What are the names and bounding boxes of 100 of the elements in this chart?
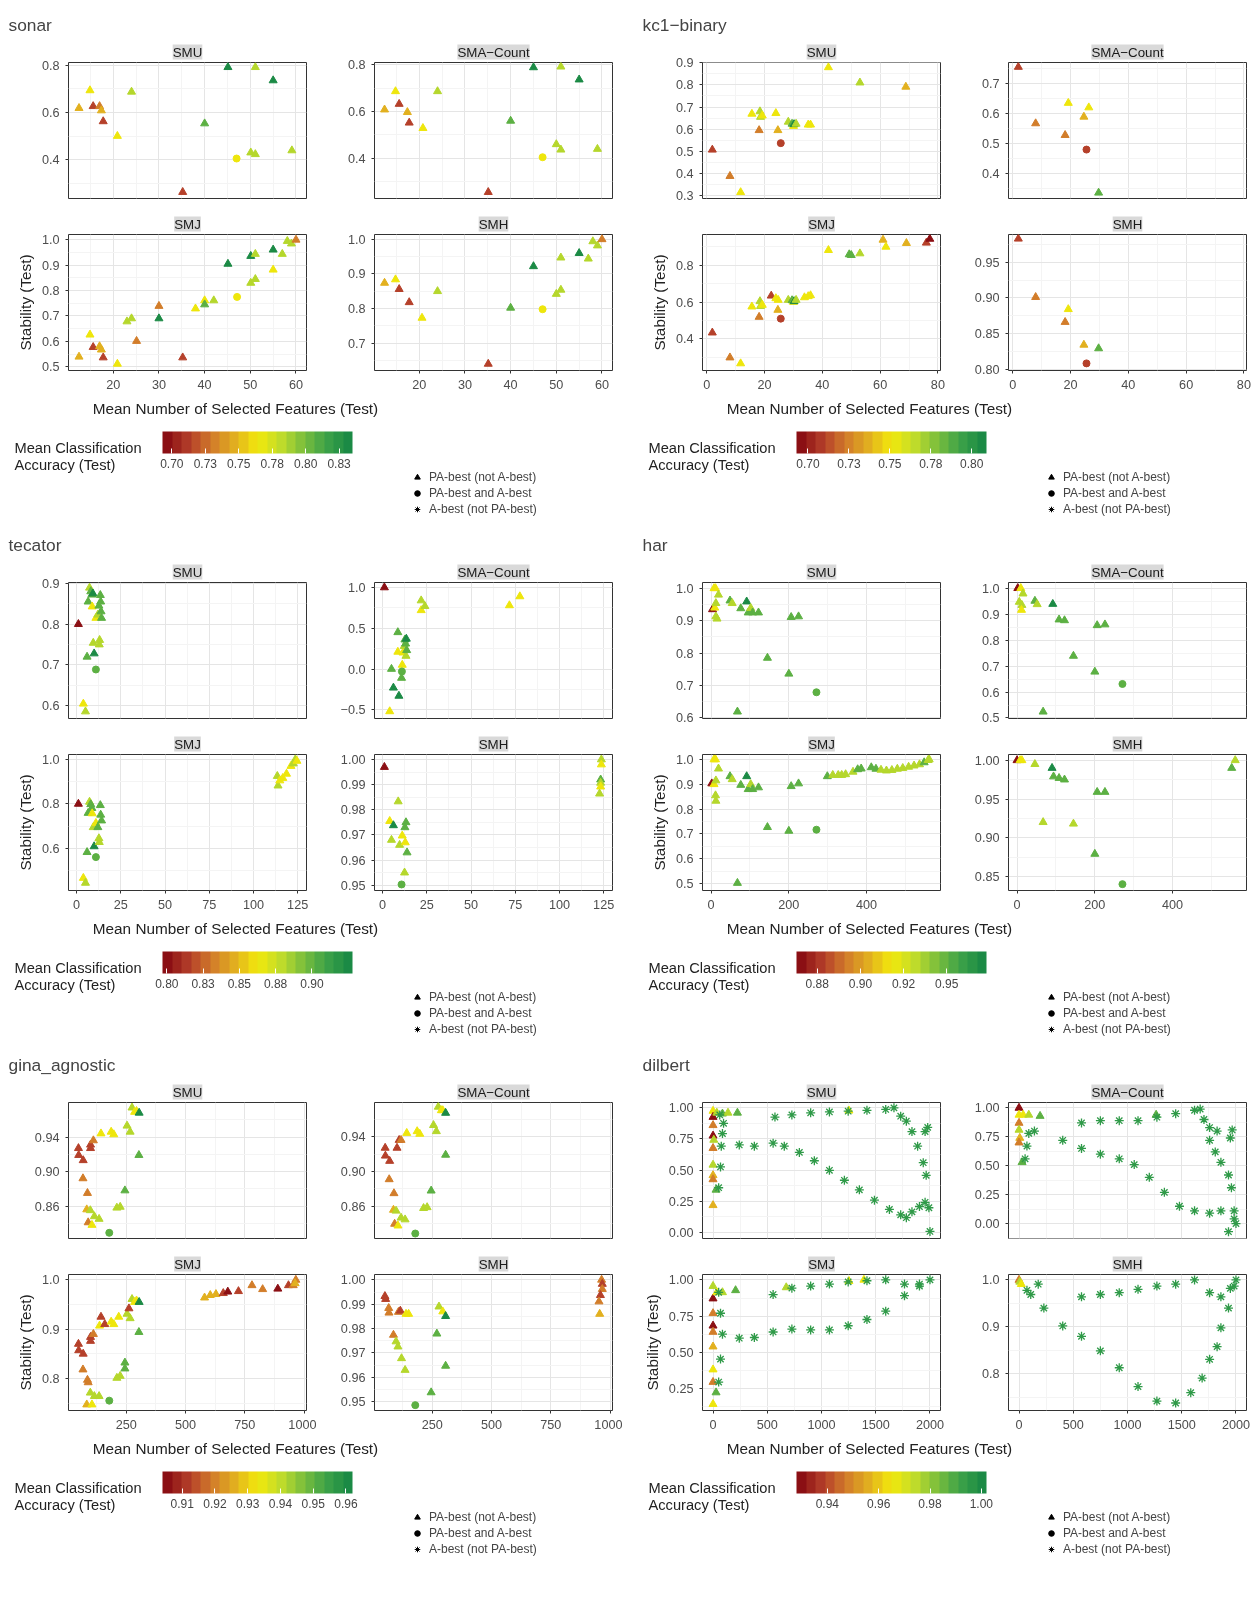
y-tick-label: 0.8 (41, 797, 60, 812)
y-axis-title: Stability (Test) (16, 1294, 34, 1391)
y-tick-label: 1.00 (974, 1101, 1000, 1116)
y-tick-label: 0.25 (974, 1188, 1000, 1203)
color-bar-label: 0.85 (227, 976, 252, 991)
color-bar-title: Mean Classification Accuracy (Test) (14, 959, 142, 994)
color-bar-label: 0.73 (193, 456, 218, 471)
chart-subtitle: SMJ (174, 1256, 201, 1272)
color-bar-title: Mean Classification Accuracy (Test) (648, 439, 776, 474)
y-tick-label: 0.7 (675, 827, 694, 842)
x-tick-label: 1500 (1167, 1417, 1196, 1432)
x-tick-label: 500 (175, 1417, 197, 1432)
color-bar-label: 0.88 (805, 976, 830, 991)
chart-subtitle: SMA−Count (457, 564, 530, 580)
x-tick-label: 0 (379, 897, 387, 912)
y-tick-label: 0.7 (981, 659, 1000, 674)
y-tick-label: 0.4 (41, 153, 60, 168)
legend-label: A-best (not PA-best) (429, 1542, 537, 1556)
legend-key: PA-best (not A-best) PA-best and A-best A-best (not PA-best) (1044, 396, 1244, 520)
chart-title: dilbert (642, 1054, 690, 1075)
x-axis-title: Mean Number of Selected Features (Test) (726, 920, 1013, 937)
x-tick-label: 20 (412, 377, 427, 392)
x-tick-label: 0 (709, 1417, 717, 1432)
y-axis-title: Stability (Test) (650, 774, 668, 871)
y-tick-label: 0.95 (340, 1395, 366, 1410)
x-tick-label: 50 (549, 377, 564, 392)
x-tick-label: 40 (1121, 377, 1136, 392)
x-tick-label: 25 (419, 897, 434, 912)
y-tick-label: 0.75 (668, 1132, 694, 1147)
y-tick-label: 0.85 (974, 326, 1000, 341)
chart-subtitle: SMH (1112, 1256, 1143, 1272)
y-tick-label: 1.00 (340, 753, 366, 768)
y-tick-label: 0.80 (974, 362, 1000, 377)
x-tick-label: 0 (707, 897, 715, 912)
y-tick-label: 0.6 (675, 852, 694, 867)
y-tick-label: 0.96 (340, 853, 366, 868)
x-tick-label: 60 (594, 377, 610, 392)
color-bar-label: 0.98 (918, 1496, 943, 1511)
chart-subtitle: SMJ (808, 216, 835, 232)
x-tick-label: 100 (242, 897, 265, 912)
y-tick-label: 0.90 (974, 291, 1000, 306)
x-tick-label: 20 (106, 377, 121, 392)
y-tick-label: 0.25 (668, 1194, 694, 1209)
y-tick-label: 0.50 (668, 1345, 694, 1360)
y-tick-label: 0.9 (675, 56, 694, 71)
x-tick-label: 750 (234, 1417, 256, 1432)
x-axis-title: Mean Number of Selected Features (Test) (92, 400, 379, 417)
x-tick-label: 1000 (288, 1417, 317, 1432)
x-tick-label: 0 (1009, 377, 1017, 392)
y-tick-label: 1.00 (668, 1101, 694, 1116)
y-tick-label: 0.5 (675, 144, 694, 159)
y-tick-label: 0.86 (34, 1199, 60, 1214)
x-tick-label: 75 (202, 897, 217, 912)
y-tick-label: 0.6 (41, 105, 60, 120)
y-tick-label: 0.7 (981, 77, 1000, 92)
legend-key: PA-best (not A-best) PA-best and A-best A-best (not PA-best) (1044, 916, 1244, 1040)
chart-subtitle: SMA−Count (1091, 1084, 1164, 1100)
color-bar-label: 0.75 (227, 456, 251, 471)
color-bar-label: 0.93 (235, 1496, 260, 1511)
color-bar-label: 0.90 (300, 976, 324, 991)
color-bar-label: 0.78 (919, 456, 943, 471)
x-tick-label: 60 (288, 377, 304, 392)
color-bar-label: 0.88 (263, 976, 288, 991)
color-bar-label: 0.92 (203, 1496, 227, 1511)
color-bar-label: 0.75 (878, 456, 902, 471)
y-tick-label: 0.96 (340, 1370, 366, 1385)
y-tick-label: 0.95 (974, 792, 1000, 807)
y-tick-label: 0.7 (41, 309, 60, 324)
x-tick-label: 25 (113, 897, 128, 912)
y-tick-label: 0.8 (675, 78, 694, 93)
y-tick-label: 0.90 (34, 1165, 60, 1180)
y-axis-title: Stability (Test) (650, 254, 668, 351)
y-tick-label: 0.3 (675, 189, 694, 204)
y-tick-label: 0.9 (41, 1322, 60, 1337)
y-tick-label: 0.6 (981, 685, 1000, 700)
color-bar-label: 0.70 (160, 456, 184, 471)
chart-subtitle: SMH (478, 736, 509, 752)
x-tick-label: 200 (1084, 897, 1106, 912)
x-tick-label: 400 (856, 897, 878, 912)
color-bar-title: Mean Classification Accuracy (Test) (648, 1479, 776, 1514)
y-tick-label: 0.94 (34, 1130, 60, 1145)
color-bar-label: 0.80 (155, 976, 179, 991)
chart-subtitle: SMU (172, 44, 203, 60)
color-bar-label: 0.83 (327, 456, 352, 471)
x-tick-label: 0 (703, 377, 711, 392)
legend-label: A-best (not PA-best) (429, 1022, 537, 1036)
y-tick-label: 0.8 (347, 302, 366, 317)
y-tick-label: 0.8 (981, 633, 1000, 648)
y-tick-label: 0.4 (675, 332, 694, 347)
x-tick-label: 750 (540, 1417, 562, 1432)
x-tick-label: 80 (930, 377, 945, 392)
x-tick-label: 20 (757, 377, 772, 392)
color-bar-title: Mean Classification Accuracy (Test) (14, 1479, 142, 1514)
y-tick-label: 0.5 (347, 621, 366, 636)
y-tick-label: 0.6 (675, 711, 694, 726)
y-tick-label: 0.7 (41, 658, 60, 673)
y-tick-label: 0.90 (340, 1165, 366, 1179)
chart-subtitle: SMA−Count (457, 1084, 530, 1100)
x-tick-label: 30 (151, 377, 166, 392)
y-tick-label: 0.4 (981, 167, 1000, 182)
